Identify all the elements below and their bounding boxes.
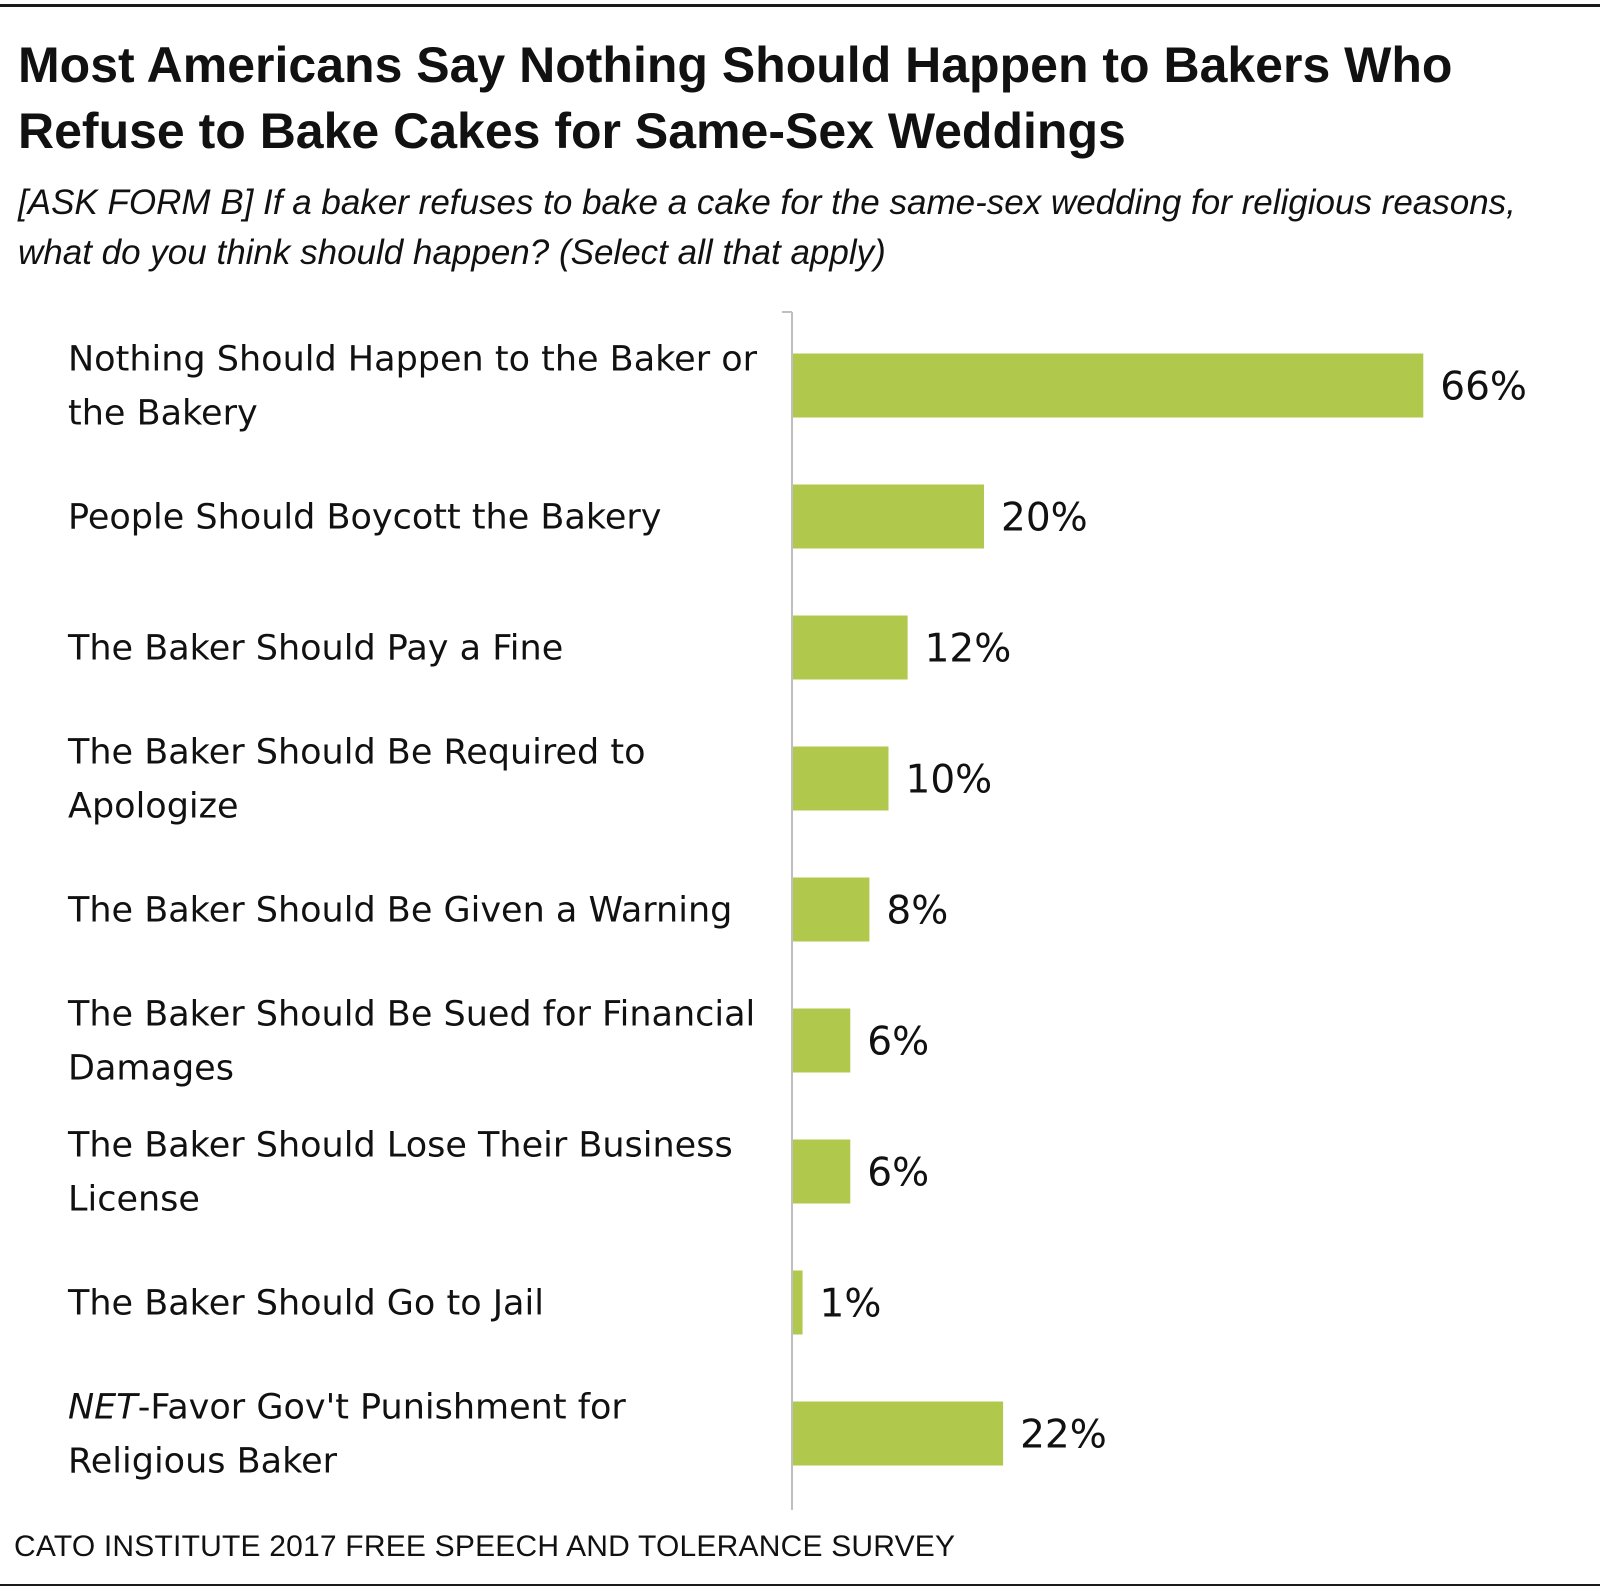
bar-1 bbox=[793, 353, 1424, 418]
value-label-7: 6% bbox=[867, 1151, 929, 1196]
value-label-1: 66% bbox=[1440, 365, 1527, 410]
category-label-9: NET-Favor Gov't Punishment for Religious … bbox=[68, 1388, 626, 1482]
category-label-3: The Baker Should Pay a Fine bbox=[67, 629, 563, 669]
bar-3 bbox=[793, 615, 908, 680]
category-label-2: People Should Boycott the Bakery bbox=[68, 498, 662, 538]
value-label-4: 10% bbox=[906, 758, 993, 803]
category-label-7: The Baker Should Lose Their Business Lice… bbox=[67, 1126, 733, 1220]
bar-4 bbox=[793, 746, 889, 811]
bar-8 bbox=[793, 1270, 803, 1335]
source-note: CATO INSTITUTE 2017 FREE SPEECH AND TOLE… bbox=[14, 1530, 956, 1563]
category-label-4: The Baker Should Be Required to Apologize bbox=[67, 733, 646, 827]
bar-5 bbox=[793, 877, 870, 942]
bar-7 bbox=[793, 1139, 851, 1204]
bar-2 bbox=[793, 484, 984, 549]
category-label-5: The Baker Should Be Given a Warning bbox=[67, 891, 732, 931]
value-label-8: 1% bbox=[820, 1282, 882, 1327]
category-label-6: The Baker Should Be Sued for Financial Da… bbox=[67, 995, 755, 1089]
chart-subtitle: [ASK FORM B] If a baker refuses to bake … bbox=[18, 183, 1516, 272]
top-rule bbox=[0, 4, 1600, 7]
category-label-1: Nothing Should Happen to the Baker or the… bbox=[68, 340, 758, 434]
value-label-5: 8% bbox=[886, 889, 948, 934]
bar-chart: 66% Nothing Should Happen to the Baker or… bbox=[67, 311, 1527, 1510]
value-label-9: 22% bbox=[1020, 1413, 1107, 1458]
bottom-rule bbox=[0, 1584, 1600, 1586]
chart-title: Most Americans Say Nothing Should Happen… bbox=[18, 37, 1453, 159]
category-label-8: The Baker Should Go to Jail bbox=[67, 1284, 544, 1324]
value-label-2: 20% bbox=[1001, 496, 1088, 541]
value-label-6: 6% bbox=[867, 1020, 929, 1065]
bar-9 bbox=[793, 1401, 1004, 1466]
value-label-3: 12% bbox=[925, 627, 1012, 672]
bar-6 bbox=[793, 1008, 851, 1073]
